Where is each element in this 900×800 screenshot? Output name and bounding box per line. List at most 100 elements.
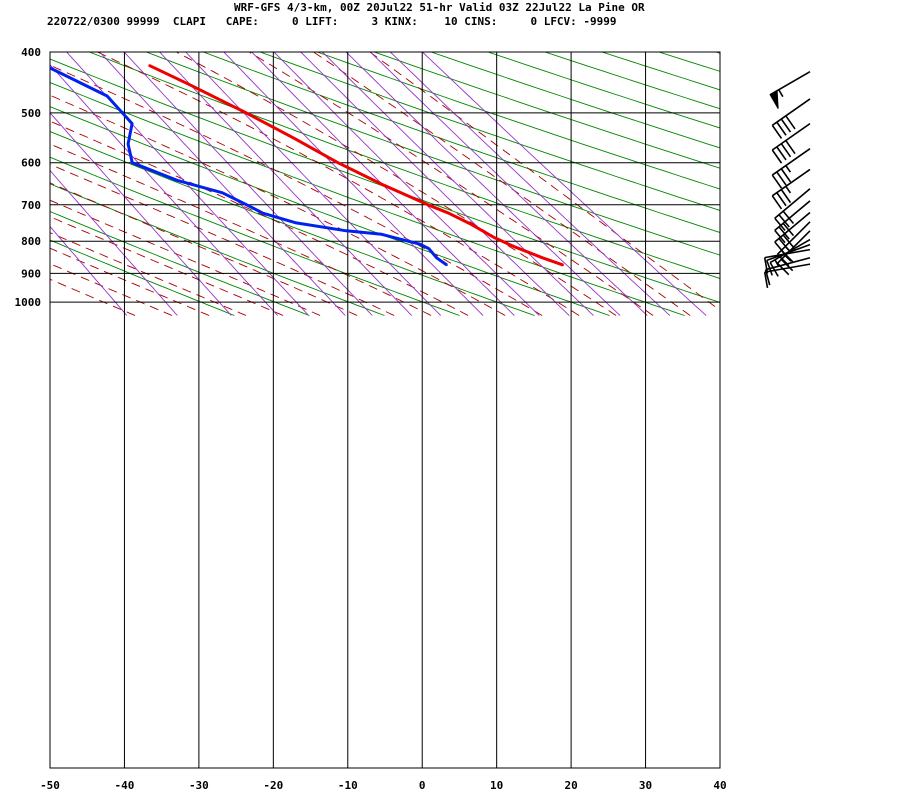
dry-adiabat	[50, 58, 720, 303]
x-tick-label: 20	[564, 779, 577, 792]
temperature-point	[512, 245, 515, 248]
dry-adiabat	[896, 38, 900, 316]
moist-adiabat	[50, 278, 136, 316]
y-tick-label: 500	[21, 107, 41, 120]
mixing-ratio-line	[300, 52, 570, 316]
dry-adiabat	[258, 52, 720, 211]
dewpoint-point	[131, 122, 133, 125]
plot-border	[49, 51, 721, 769]
y-tick-label: 800	[21, 235, 41, 248]
dry-adiabat	[315, 52, 720, 190]
temperature-point	[337, 161, 339, 164]
dry-adiabat	[50, 210, 310, 316]
dry-adiabat	[145, 52, 720, 256]
wind-barb	[774, 200, 811, 244]
moist-adiabat	[50, 263, 173, 316]
x-tick-label: -20	[263, 779, 283, 792]
dewpoint-point	[106, 95, 108, 97]
dry-adiabat	[50, 82, 685, 316]
temperature-point	[245, 112, 247, 114]
dry-adiabat	[784, 38, 900, 316]
y-tick-label: 1000	[15, 296, 42, 309]
wind-barb	[771, 122, 811, 164]
dewpoint-point	[262, 212, 264, 215]
dewpoint-point	[428, 247, 430, 250]
y-tick-label: 700	[21, 199, 41, 212]
mixing-ratio-line	[50, 64, 279, 316]
dewpoint-point	[380, 233, 383, 236]
dry-adiabat	[50, 156, 460, 316]
moist-adiabat	[50, 94, 506, 316]
dewpoint-point	[295, 222, 298, 224]
wind-barb	[771, 98, 811, 139]
x-tick-label: 30	[639, 779, 652, 792]
wind-barb	[774, 188, 811, 232]
temperature-point	[562, 264, 564, 266]
wind-barb	[763, 263, 811, 289]
mixing-ratio-line	[345, 52, 621, 316]
moist-adiabat	[369, 52, 720, 311]
dewpoint-point	[176, 179, 178, 182]
temperature-point	[187, 83, 190, 85]
moist-adiabat	[50, 163, 395, 316]
mixing-ratio-line	[50, 112, 232, 316]
dry-adiabat	[372, 52, 720, 169]
moist-adiabat	[50, 182, 358, 316]
moist-adiabat	[50, 216, 284, 316]
wind-barb	[771, 148, 811, 189]
dry-adiabat	[429, 52, 720, 149]
x-tick-label: 0	[419, 779, 426, 792]
moist-adiabat	[50, 232, 247, 316]
dewpoint-point	[44, 65, 46, 67]
dewpoint-point	[131, 161, 134, 164]
temperature-profile	[148, 63, 564, 267]
moist-adiabat	[50, 247, 210, 316]
y-tick-label: 900	[21, 267, 41, 280]
mixing-ratio-line	[369, 52, 648, 316]
x-tick-label: -50	[40, 779, 60, 792]
temperature-point	[294, 138, 297, 140]
mixing-ratio-line	[389, 52, 671, 316]
dry-adiabat	[50, 239, 235, 316]
dewpoint-point	[418, 243, 421, 245]
dewpoint-point	[407, 240, 409, 243]
mixing-ratio-line	[50, 169, 178, 316]
mixing-ratio-line	[123, 52, 373, 316]
moist-adiabat	[50, 120, 469, 316]
mixing-ratio-line	[223, 52, 484, 316]
moist-adiabat	[50, 64, 543, 316]
dewpoint-point	[245, 203, 248, 206]
x-tick-label: -10	[338, 779, 358, 792]
temperature-point	[148, 64, 150, 67]
dry-adiabat	[840, 38, 900, 316]
header-line-1: WRF-GFS 4/3-km, 00Z 20Jul22 51-hr Valid …	[234, 1, 645, 14]
dry-adiabat	[202, 52, 720, 233]
temperature-point	[447, 212, 450, 215]
y-tick-label: 400	[21, 46, 41, 59]
temperature-point	[381, 183, 384, 186]
mixing-ratio-line	[158, 52, 413, 316]
moist-adiabat	[175, 52, 617, 316]
moist-adiabat	[248, 52, 654, 316]
mixing-ratio-line	[50, 225, 128, 316]
dry-adiabat	[486, 52, 720, 129]
mixing-ratio-line	[251, 52, 515, 316]
x-tick-label: -40	[115, 779, 135, 792]
moist-adiabat	[312, 52, 691, 316]
mixing-ratio-line	[321, 52, 594, 316]
wind-barb	[769, 71, 811, 109]
dewpoint-point	[127, 143, 129, 145]
mixing-ratio-line	[273, 52, 540, 316]
moist-adiabat	[96, 52, 580, 316]
y-tick-label: 600	[21, 157, 41, 170]
dewpoint-point	[435, 256, 438, 259]
dewpoint-point	[345, 229, 347, 232]
dewpoint-point	[221, 192, 224, 194]
mixing-ratio-line	[99, 52, 346, 316]
temperature-point	[427, 203, 429, 206]
temperature-point	[469, 222, 471, 225]
dry-adiabat	[50, 106, 610, 316]
dry-adiabat	[543, 52, 720, 110]
mixing-ratio-line	[421, 52, 707, 316]
